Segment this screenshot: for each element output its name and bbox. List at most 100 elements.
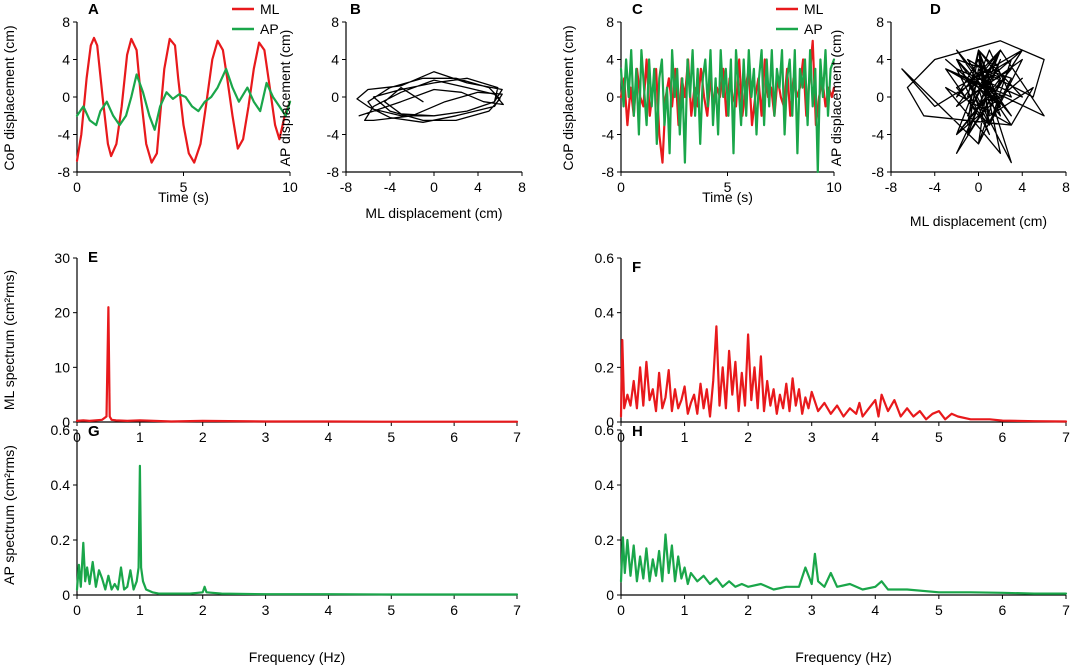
y-tick-label: 10	[54, 359, 70, 375]
legend-label-ml: ML	[804, 1, 824, 17]
y-tick-label: 0.4	[595, 305, 615, 321]
x-tick-label: -4	[384, 179, 397, 195]
y-tick-label: 20	[54, 305, 70, 321]
y-axis-title: CoP displacement (cm)	[1, 25, 17, 170]
series-line-ap	[75, 67, 292, 131]
y-tick-label: 8	[62, 14, 70, 30]
x-tick-label: 0	[430, 179, 438, 195]
y-tick-label: -4	[58, 127, 71, 143]
x-tick-label: 6	[999, 602, 1007, 618]
y-tick-label: 0	[62, 89, 70, 105]
x-tick-label: 0	[73, 179, 81, 195]
series-line-ml	[75, 306, 519, 423]
x-tick-label: 7	[513, 429, 521, 445]
panel-label: B	[350, 1, 361, 18]
panel-label: C	[632, 1, 643, 18]
y-tick-label: 0	[331, 89, 339, 105]
x-tick-label: 6	[450, 429, 458, 445]
x-tick-label: 0	[975, 179, 983, 195]
x-tick-label: 8	[518, 179, 526, 195]
x-axis-title: ML displacement (cm)	[910, 213, 1047, 229]
x-tick-label: 3	[262, 602, 270, 618]
panel-d: -8 -4 0 4 8 -8 -4 0 4 8 D AP displacement (cm) ML di…	[828, 1, 1070, 229]
x-tick-label: 5	[935, 602, 943, 618]
y-tick-label: 0.4	[595, 477, 615, 493]
y-tick-label: -8	[327, 164, 340, 180]
series-line-trajectory	[901, 40, 1045, 164]
x-tick-label: 8	[1062, 179, 1070, 195]
y-tick-label: 0.6	[595, 422, 615, 438]
y-tick-label: 4	[62, 52, 70, 68]
y-tick-label: -8	[872, 164, 885, 180]
series-line-ap	[619, 533, 1068, 595]
y-tick-label: -4	[602, 127, 615, 143]
legend-label-ap: AP	[260, 21, 279, 37]
x-tick-label: 4	[1018, 179, 1026, 195]
x-tick-label: 3	[262, 429, 270, 445]
x-tick-label: 4	[325, 429, 333, 445]
x-axis-title: Frequency (Hz)	[795, 649, 891, 665]
legend-label-ml: ML	[260, 1, 280, 17]
panel-a: -8 -4 0 4 8 0 5 10 A CoP displacement (cm) Time (s…	[1, 1, 298, 205]
x-tick-label: 4	[871, 602, 879, 618]
series-line-ap	[75, 464, 519, 596]
x-tick-label: 4	[325, 602, 333, 618]
y-tick-label: 30	[54, 250, 70, 266]
panel-label: F	[632, 259, 641, 276]
x-tick-label: 5	[387, 429, 395, 445]
x-tick-label: 1	[136, 602, 144, 618]
x-tick-label: 4	[474, 179, 482, 195]
panel-e: 010203001234567EML spectrum (cm²rms)	[1, 249, 521, 445]
y-tick-label: 4	[876, 52, 884, 68]
x-tick-label: 0	[617, 602, 625, 618]
x-tick-label: 7	[1062, 602, 1070, 618]
series-line-ml	[619, 325, 1068, 423]
x-tick-label: 10	[282, 179, 298, 195]
x-axis-title: ML displacement (cm)	[365, 205, 502, 221]
series-line-ml	[75, 36, 292, 164]
y-axis-title: AP displacement (cm)	[277, 30, 293, 167]
x-tick-label: 3	[808, 429, 816, 445]
x-tick-label: 1	[681, 429, 689, 445]
legend-label-ap: AP	[804, 21, 823, 37]
panel-h: 0 0.2 0.4 0.6 0 1 2 3 4 5 6 7 H Frequency (Hz)	[595, 422, 1071, 665]
y-tick-label: 0.4	[51, 477, 71, 493]
x-tick-label: 2	[744, 429, 752, 445]
y-tick-label: -4	[327, 127, 340, 143]
y-tick-label: -8	[58, 164, 71, 180]
x-tick-label: 0	[617, 179, 625, 195]
y-tick-label: 4	[331, 52, 339, 68]
panel-label: D	[930, 1, 941, 18]
x-tick-label: -4	[929, 179, 942, 195]
x-tick-label: 4	[871, 429, 879, 445]
y-tick-label: 0.6	[51, 422, 71, 438]
y-tick-label: 0.6	[595, 250, 615, 266]
y-tick-label: 8	[331, 14, 339, 30]
y-tick-label: 0.2	[51, 532, 71, 548]
y-tick-label: 0	[606, 587, 614, 603]
x-axis-title: Frequency (Hz)	[249, 649, 345, 665]
y-tick-label: 8	[876, 14, 884, 30]
series-line-trajectory	[356, 71, 504, 123]
x-tick-label: 1	[681, 602, 689, 618]
x-tick-label: 5	[935, 429, 943, 445]
y-tick-label: -8	[602, 164, 615, 180]
x-tick-label: 5	[180, 179, 188, 195]
y-axis-title: AP spectrum (cm²rms)	[1, 445, 17, 585]
x-tick-label: 2	[199, 429, 207, 445]
x-tick-label: 6	[450, 602, 458, 618]
series-line-ap	[619, 48, 836, 174]
y-tick-label: -4	[872, 127, 885, 143]
y-tick-label: 0	[606, 414, 614, 430]
y-axis-title: ML spectrum (cm²rms)	[1, 270, 17, 410]
y-tick-label: 0	[606, 89, 614, 105]
y-tick-label: 0	[876, 89, 884, 105]
panel-label: G	[88, 423, 100, 440]
x-tick-label: 2	[744, 602, 752, 618]
panel-c: -8 -4 0 4 8 0 5 10 C CoP displacement (cm) Time (s…	[560, 1, 842, 205]
x-tick-label: 5	[387, 602, 395, 618]
y-tick-label: 0	[62, 414, 70, 430]
panel-g: 0 0.2 0.4 0.6 0 1 2 3 4 5 6 7 G AP spectrum (cm²rms) F…	[1, 422, 521, 665]
